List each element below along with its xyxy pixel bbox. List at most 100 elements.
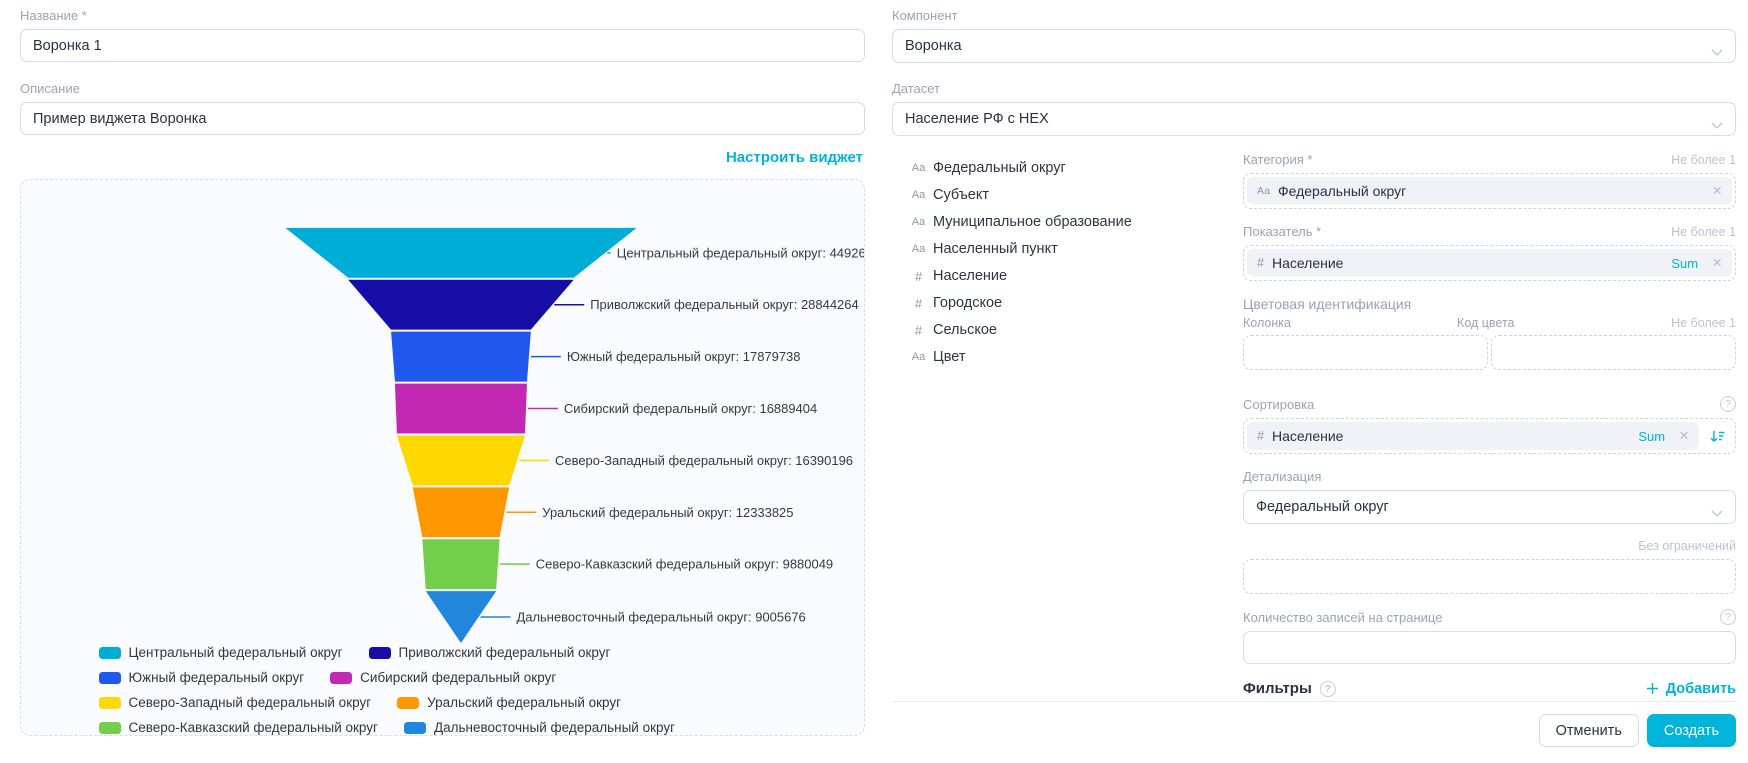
legend-label: Северо-Западный федеральный округ [128, 695, 372, 710]
page-size-input[interactable] [1243, 631, 1736, 664]
chevron-down-icon [1711, 44, 1723, 60]
measure-dropzone[interactable]: # Население Sum × [1243, 245, 1736, 281]
measure-section: Показатель * Не более 1 # Население Sum … [1243, 224, 1736, 281]
legend-swatch [98, 646, 121, 659]
sort-descending-icon[interactable] [1709, 429, 1726, 444]
category-field-chip[interactable]: Аа Федеральный округ × [1247, 177, 1732, 205]
dataset-field-item[interactable]: Аа Федеральный округ [910, 160, 1243, 176]
field-name: Сельское [933, 322, 997, 338]
field-name: Муниципальное образование [933, 214, 1132, 230]
sorting-label: Сортировка [1243, 396, 1315, 412]
detail-value: Федеральный округ [1256, 499, 1389, 515]
legend-item[interactable]: Южный федеральный округ [98, 670, 304, 685]
funnel-segment[interactable] [391, 331, 531, 382]
dataset-select[interactable]: Население РФ с НЕХ [892, 102, 1736, 136]
extra-dropzone[interactable] [1243, 559, 1736, 594]
name-input[interactable] [20, 29, 865, 62]
dataset-config-area: Аа Федеральный округ Аа Субъект Аа Муниципаль… [892, 136, 1736, 701]
create-button[interactable]: Создать [1646, 714, 1736, 747]
legend-item[interactable]: Уральский федеральный округ [397, 695, 621, 710]
legend-swatch [403, 721, 426, 734]
funnel-data-label: Дальневосточный федеральный округ: 90056… [516, 610, 805, 625]
measure-field-chip[interactable]: # Население Sum × [1247, 249, 1732, 277]
legend-item[interactable]: Сибирский федеральный округ [330, 670, 556, 685]
plus-icon [1646, 683, 1658, 694]
color-identification-label: Цветовая идентификация [1243, 296, 1412, 312]
color-code-dropzone[interactable] [1491, 335, 1736, 370]
legend-label: Центральный федеральный округ [128, 645, 343, 660]
sorting-help-icon[interactable]: ? [1720, 396, 1736, 412]
dataset-label: Датасет [892, 81, 941, 96]
legend-swatch [98, 721, 121, 734]
aggregation-badge[interactable]: Sum [1671, 255, 1699, 271]
dataset-field-item[interactable]: Аа Субъект [910, 187, 1243, 203]
dataset-field-item[interactable]: # Городское [910, 295, 1243, 311]
measure-limit: Не более 1 [1671, 224, 1736, 239]
string-field-icon: Аа [911, 189, 926, 201]
category-dropzone[interactable]: Аа Федеральный округ × [1243, 173, 1736, 209]
string-field-icon: Аа [1257, 185, 1270, 197]
funnel-segment[interactable] [348, 279, 574, 330]
funnel-segment[interactable] [422, 539, 500, 590]
component-label: Компонент [892, 8, 958, 23]
funnel-data-label: Сибирский федеральный округ: 16889404 [564, 401, 817, 416]
legend-item[interactable]: Приволжский федеральный округ [368, 645, 611, 660]
filters-label: Фильтры [1243, 680, 1312, 697]
category-field-name: Федеральный округ [1277, 183, 1407, 199]
description-input[interactable] [20, 102, 865, 135]
funnel-chart: Центральный федеральный округ: 44926457 П… [285, 227, 864, 643]
funnel-chart-panel: Центральный федеральный округ: 44926457 П… [20, 179, 865, 736]
sorting-field-name: Население [1271, 428, 1344, 444]
dataset-field-item[interactable]: # Население [910, 268, 1243, 284]
legend-swatch [330, 671, 353, 684]
field-name: Федеральный округ [933, 160, 1066, 176]
funnel-data-label: Центральный федеральный округ: 44926457 [617, 245, 864, 260]
legend-swatch [98, 696, 121, 709]
measure-field-name: Население [1271, 255, 1344, 271]
dataset-field-item[interactable]: Аа Населенный пункт [910, 241, 1243, 257]
funnel-data-label: Северо-Западный федеральный округ: 16390… [555, 453, 853, 468]
widget-config-column: Компонент Воронка Датасет Население РФ с… [892, 8, 1736, 763]
legend-item[interactable]: Северо-Западный федеральный округ [98, 695, 372, 710]
legend-item[interactable]: Центральный федеральный округ [98, 645, 343, 660]
legend-swatch [98, 671, 121, 684]
name-label: Название * [20, 8, 87, 23]
filters-section: Фильтры ? Добавить [1243, 680, 1736, 697]
cancel-button[interactable]: Отменить [1538, 714, 1639, 747]
sorting-field-chip[interactable]: # Население Sum × [1247, 422, 1699, 450]
measure-label: Показатель * [1243, 224, 1322, 239]
add-filter-button[interactable]: Добавить [1646, 681, 1736, 697]
color-column-dropzone[interactable] [1243, 335, 1488, 370]
field-name: Населенный пункт [933, 241, 1058, 257]
dataset-field-item[interactable]: Аа Цвет [910, 349, 1243, 365]
remove-measure-icon[interactable]: × [1712, 253, 1722, 272]
dialog-footer: Отменить Создать [892, 701, 1736, 763]
page-size-section: Количество записей на странице ? [1243, 609, 1736, 664]
legend-label: Северо-Кавказский федеральный округ [128, 720, 378, 735]
funnel-data-label: Южный федеральный округ: 17879738 [567, 349, 801, 364]
legend-label: Уральский федеральный округ [427, 695, 622, 710]
page-size-help-icon[interactable]: ? [1720, 609, 1736, 625]
legend-item[interactable]: Северо-Кавказский федеральный округ [98, 720, 378, 735]
widget-settings-column: Название * Описание Настроить виджет Цен… [20, 8, 865, 763]
sorting-dropzone[interactable]: # Население Sum × [1243, 418, 1736, 454]
legend-item[interactable]: Дальневосточный федеральный округ [403, 720, 675, 735]
funnel-segment[interactable] [394, 383, 527, 434]
filters-help-icon[interactable]: ? [1319, 680, 1336, 697]
funnel-segment[interactable] [285, 227, 637, 278]
dataset-field-item[interactable]: Аа Муниципальное образование [910, 214, 1243, 230]
page-size-label: Количество записей на странице [1243, 609, 1443, 625]
component-select[interactable]: Воронка [892, 29, 1736, 63]
dataset-field-item[interactable]: # Сельское [910, 322, 1243, 338]
funnel-segment[interactable] [425, 591, 497, 643]
detail-select[interactable]: Федеральный округ [1243, 490, 1736, 524]
funnel-segment[interactable] [412, 487, 510, 538]
funnel-data-label: Уральский федеральный округ: 12333825 [542, 505, 793, 520]
configure-widget-link[interactable]: Настроить виджет [725, 149, 863, 166]
aggregation-badge[interactable]: Sum [1638, 428, 1666, 444]
remove-sorting-icon[interactable]: × [1679, 426, 1689, 445]
funnel-segment[interactable] [396, 435, 526, 486]
remove-category-icon[interactable]: × [1712, 181, 1722, 200]
legend-label: Приволжский федеральный округ [398, 645, 611, 660]
